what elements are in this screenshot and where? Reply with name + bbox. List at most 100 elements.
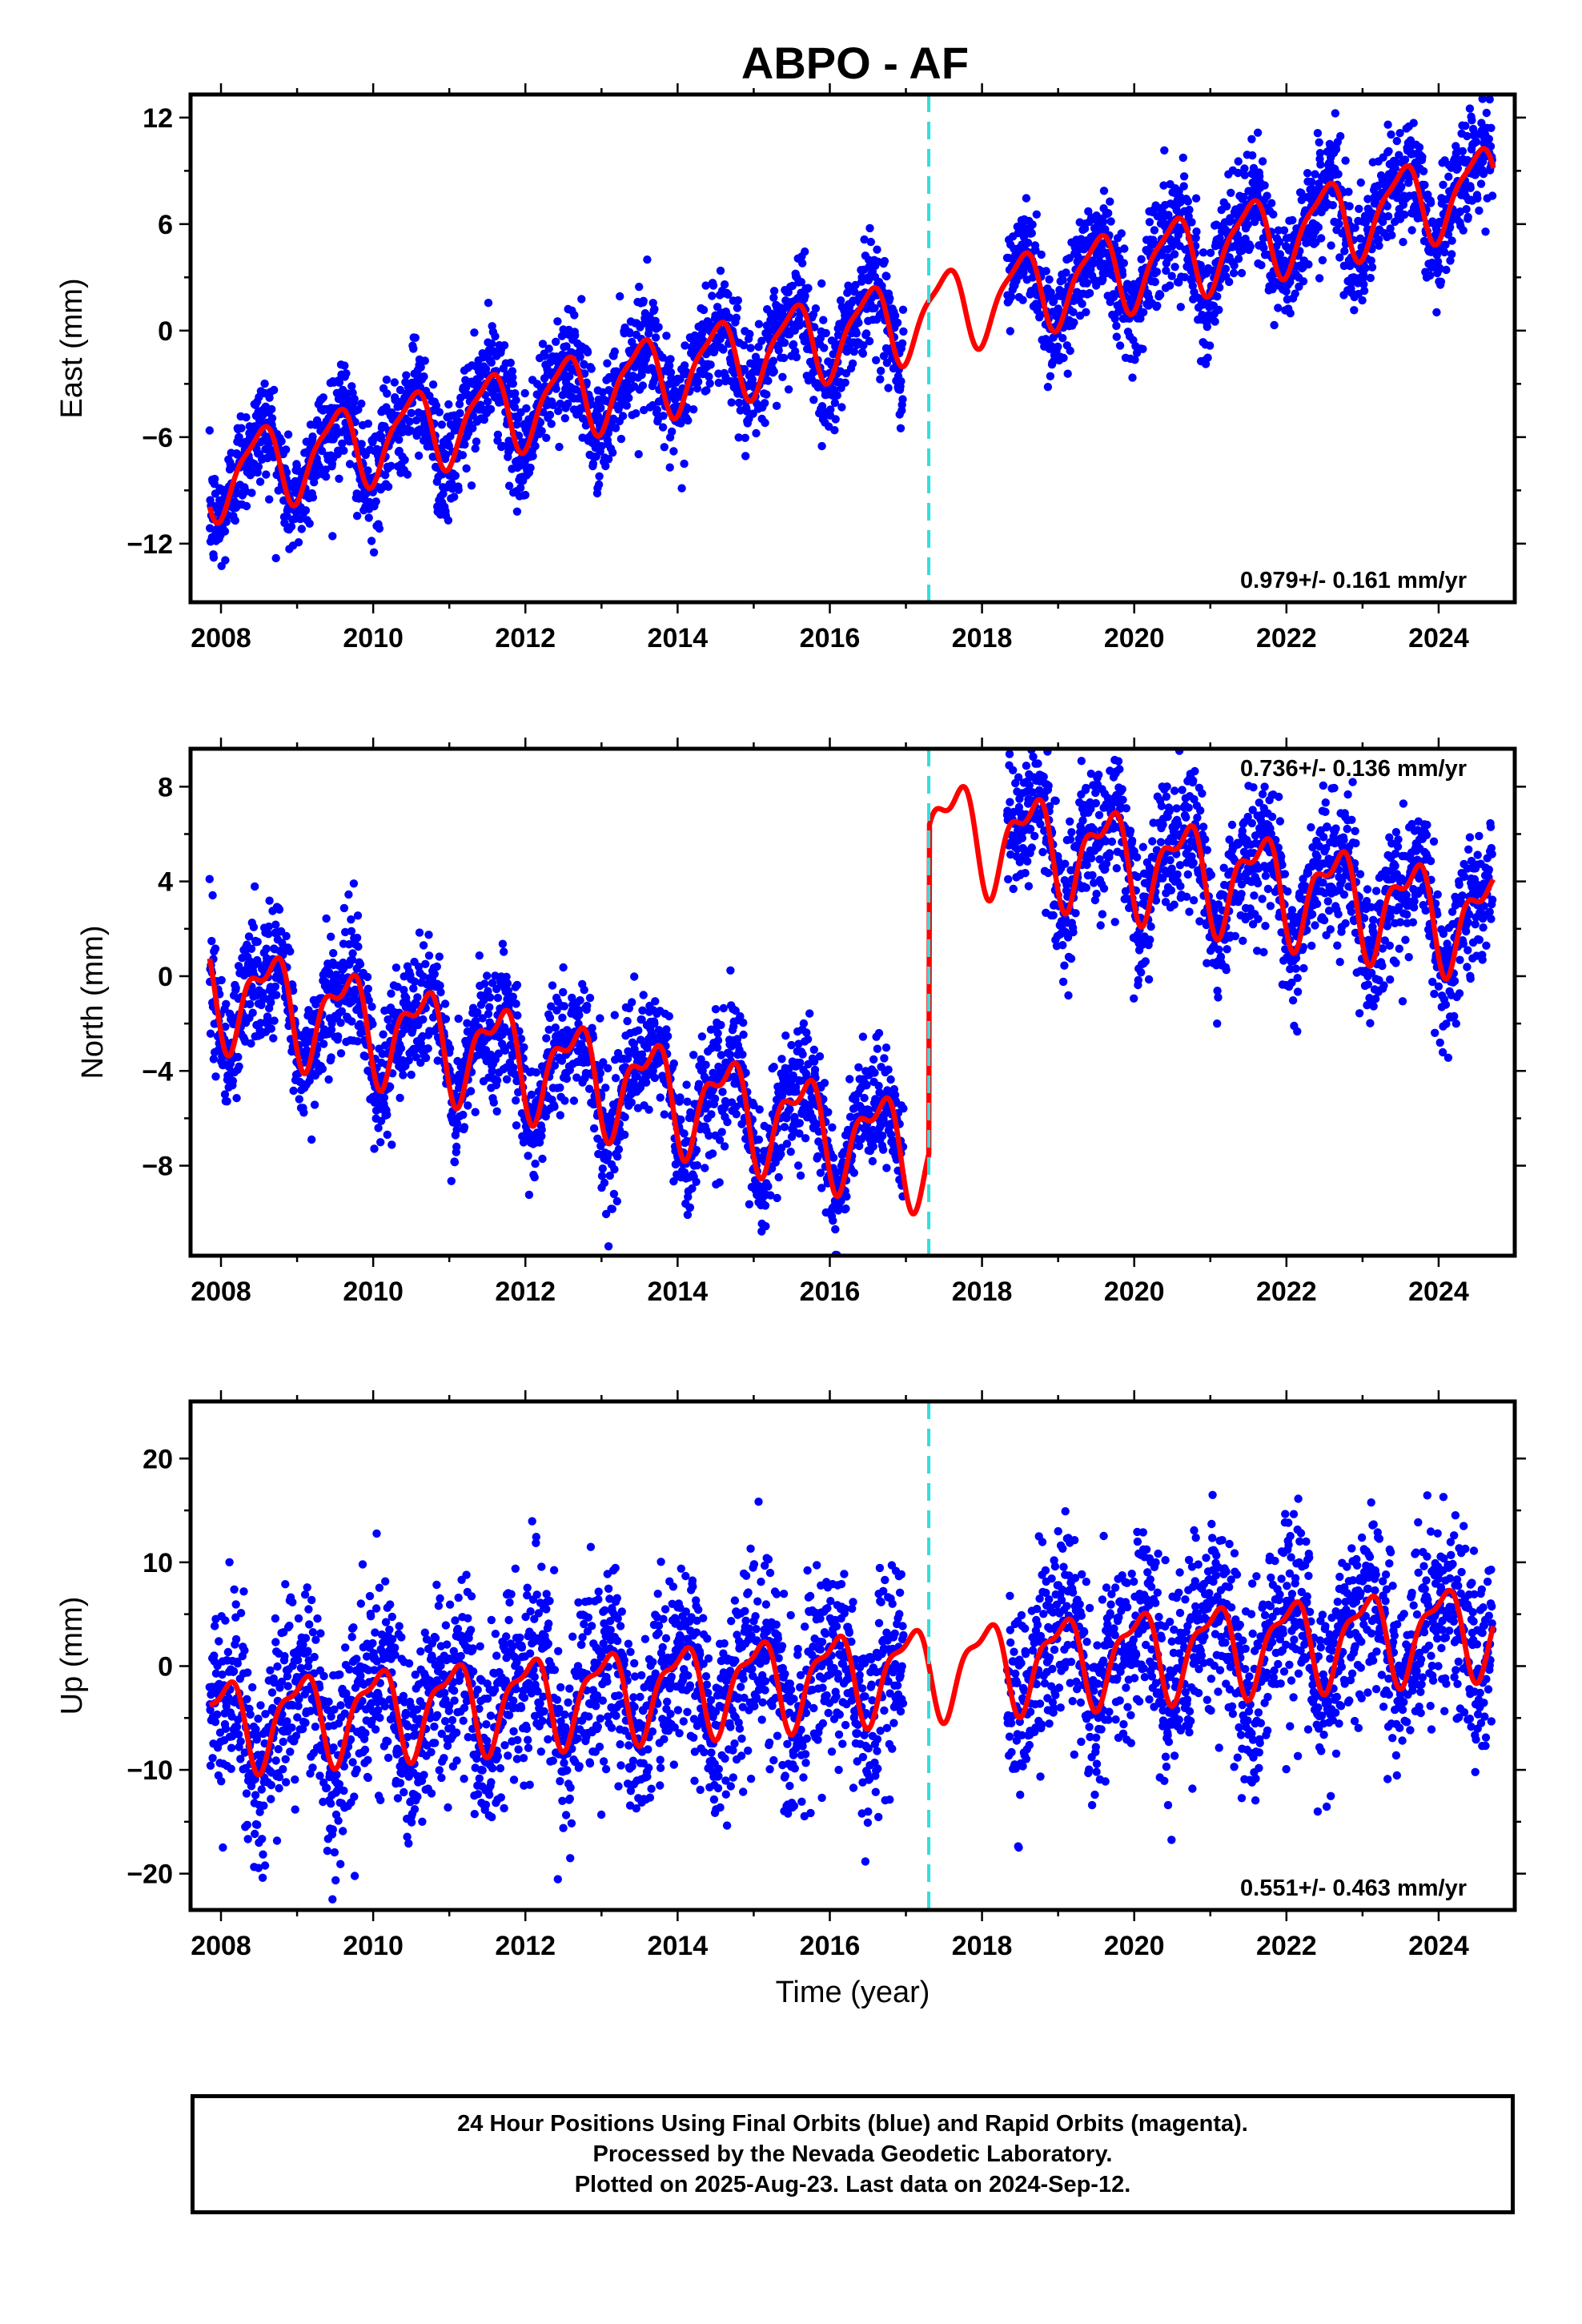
data-point	[460, 1123, 469, 1132]
data-point	[1487, 123, 1496, 132]
data-point	[510, 403, 520, 412]
data-point	[587, 364, 596, 373]
data-point	[228, 1076, 238, 1085]
data-point	[419, 941, 428, 950]
data-point	[1112, 332, 1122, 341]
data-point	[798, 259, 807, 267]
data-point	[1170, 250, 1179, 259]
data-point	[1128, 373, 1137, 382]
data-point	[706, 360, 715, 369]
data-point	[363, 419, 372, 428]
data-point	[381, 471, 390, 480]
data-point	[550, 1102, 559, 1112]
data-point	[693, 1161, 702, 1170]
data-point	[363, 984, 372, 994]
data-point	[289, 1086, 298, 1096]
data-point	[211, 1072, 220, 1081]
data-point	[287, 522, 296, 531]
data-point	[220, 527, 230, 536]
data-point	[1237, 268, 1247, 278]
data-point	[1225, 277, 1234, 287]
data-point	[1176, 303, 1186, 312]
data-point	[1400, 210, 1409, 219]
data-point	[1166, 281, 1174, 290]
data-point	[1426, 199, 1435, 207]
data-point	[680, 1129, 689, 1138]
data-point	[1439, 180, 1447, 189]
data-point	[616, 292, 624, 301]
data-point	[564, 400, 572, 408]
data-point	[545, 410, 555, 420]
data-point	[594, 480, 604, 489]
data-point	[1399, 238, 1407, 247]
data-point	[1199, 248, 1208, 257]
data-point	[872, 356, 881, 364]
data-point	[1153, 301, 1162, 310]
data-point	[714, 378, 723, 388]
data-point	[769, 293, 778, 302]
data-point	[1481, 227, 1490, 236]
data-point	[545, 1013, 555, 1023]
data-point	[1183, 197, 1193, 206]
data-point	[620, 1130, 629, 1140]
data-point	[400, 456, 409, 464]
data-point	[659, 412, 668, 420]
data-point	[769, 287, 779, 296]
data-point	[720, 280, 729, 289]
panel-north: 2008 2010 2012 2014 2016 2018 2020 2022 2024840−…	[76, 738, 1526, 1307]
data-point	[396, 1043, 406, 1053]
data-point	[1179, 182, 1188, 191]
data-point	[249, 923, 259, 931]
data-point	[764, 376, 773, 385]
data-point	[412, 416, 421, 424]
data-point	[611, 424, 620, 432]
data-point	[275, 905, 284, 915]
data-point	[596, 404, 605, 412]
data-point	[608, 448, 617, 457]
data-point	[656, 1093, 665, 1102]
data-point	[1229, 268, 1239, 278]
data-point	[305, 519, 314, 528]
data-point	[676, 375, 685, 384]
data-point	[866, 237, 876, 247]
data-point	[1303, 169, 1312, 178]
data-point	[569, 1096, 579, 1105]
data-point	[683, 1097, 692, 1106]
data-point	[544, 344, 553, 353]
data-point	[383, 482, 393, 491]
data-point	[1436, 277, 1446, 286]
data-point	[1078, 300, 1086, 308]
data-point	[761, 418, 769, 428]
data-point	[493, 993, 503, 1003]
data-point	[364, 513, 373, 522]
data-point	[324, 1075, 333, 1084]
data-point	[211, 474, 219, 484]
data-point	[588, 459, 598, 468]
data-point	[1358, 296, 1367, 305]
data-point	[500, 341, 509, 350]
data-point	[677, 1115, 685, 1124]
data-point	[383, 389, 391, 398]
data-point	[547, 420, 556, 428]
data-point	[1156, 291, 1165, 300]
data-point	[697, 1032, 707, 1041]
data-point	[669, 1059, 678, 1068]
data-point	[1066, 346, 1074, 356]
data-point	[379, 1030, 387, 1039]
data-point	[1099, 217, 1108, 226]
data-point	[260, 379, 269, 388]
data-point	[1473, 194, 1482, 203]
data-point	[600, 1178, 609, 1188]
data-point	[1227, 188, 1235, 197]
data-point	[512, 980, 522, 990]
data-point	[531, 1160, 540, 1168]
data-point	[409, 344, 418, 353]
data-point	[1291, 289, 1299, 298]
data-point	[705, 372, 713, 381]
data-point	[247, 1039, 255, 1048]
data-point	[1335, 219, 1343, 228]
data-point	[446, 432, 455, 440]
data-point	[576, 352, 584, 361]
data-point	[702, 386, 711, 395]
data-point	[1028, 220, 1037, 229]
